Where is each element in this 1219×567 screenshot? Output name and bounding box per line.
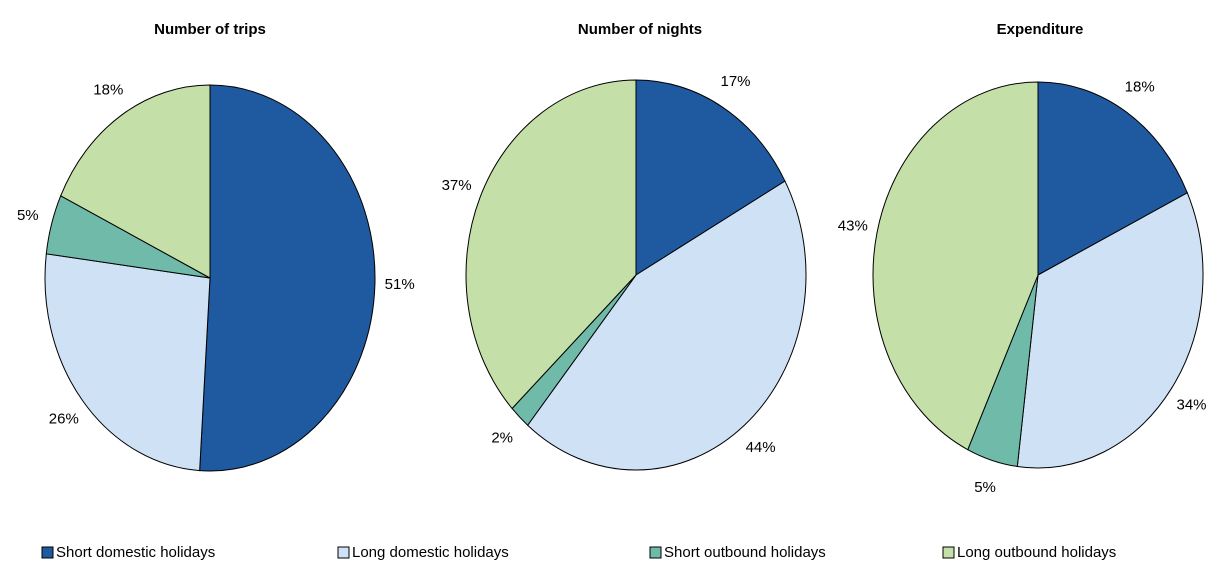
data-label: 18%: [93, 82, 123, 99]
legend-swatch: [41, 546, 54, 559]
pie-slice: [872, 81, 1039, 451]
pie-slice: [635, 79, 786, 276]
chart-title: Expenditure: [997, 21, 1084, 38]
legend-swatch: [649, 546, 662, 559]
data-label: 44%: [746, 439, 776, 456]
legend-label: Short domestic holidays: [56, 544, 215, 561]
pie-slice: [1016, 192, 1204, 469]
data-label: 43%: [838, 218, 868, 235]
pie-slice: [465, 79, 637, 410]
legend-label: Long outbound holidays: [957, 544, 1116, 561]
data-label: 37%: [442, 177, 472, 194]
data-label: 2%: [491, 429, 513, 446]
data-label: 5%: [17, 207, 39, 224]
legend-label: Short outbound holidays: [664, 544, 826, 561]
pie-slice: [199, 84, 376, 472]
pie-slice: [60, 84, 211, 279]
chart-title: Number of nights: [578, 21, 702, 38]
pie-slice: [44, 253, 211, 472]
chart-title: Number of trips: [154, 21, 266, 38]
data-label: 51%: [385, 276, 415, 293]
legend-label: Long domestic holidays: [352, 544, 509, 561]
data-label: 5%: [974, 479, 996, 496]
data-label: 34%: [1176, 396, 1206, 413]
data-label: 17%: [721, 73, 751, 90]
legend-swatch: [942, 546, 955, 559]
data-label: 18%: [1125, 79, 1155, 96]
pie-slice: [526, 180, 807, 471]
data-label: 26%: [49, 410, 79, 427]
pie-slice: [1037, 81, 1188, 276]
legend-swatch: [337, 546, 350, 559]
